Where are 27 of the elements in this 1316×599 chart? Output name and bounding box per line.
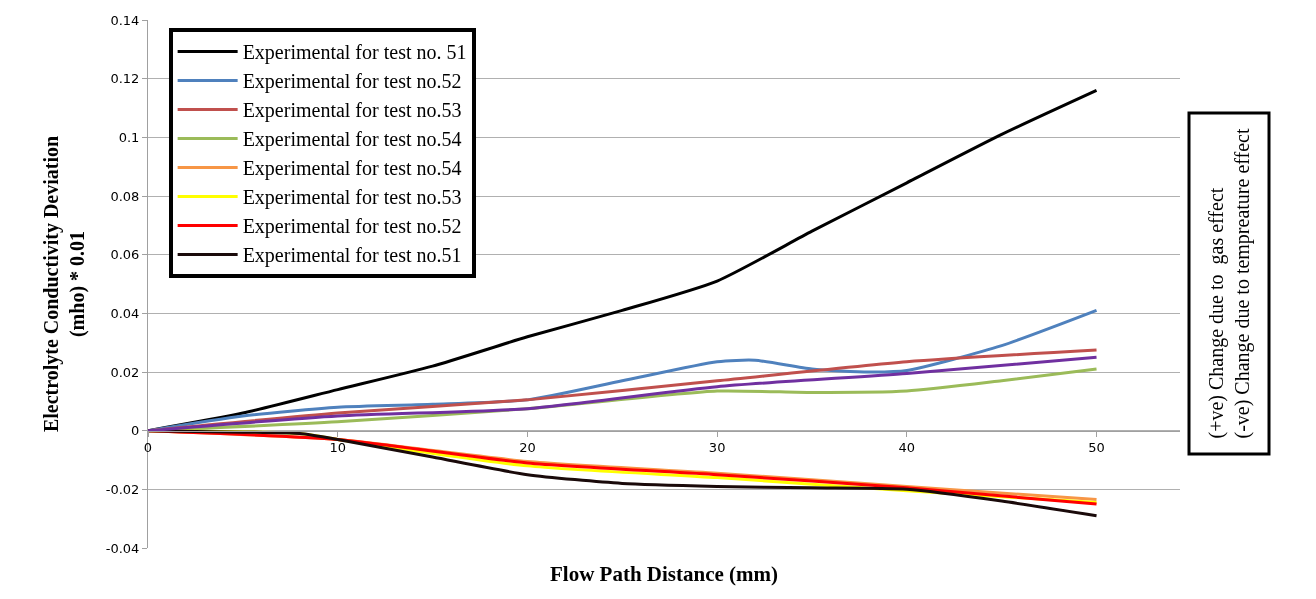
legend-label: Experimental for test no.53 <box>242 186 462 210</box>
y-tick-label: 0.02 <box>110 364 140 380</box>
y-tick-label: 0.06 <box>110 247 140 263</box>
y-tick-label: 0.04 <box>110 305 140 321</box>
legend-label: Experimental for test no.54 <box>242 157 462 181</box>
y-tick-label: 0.14 <box>110 12 140 28</box>
y-axis-title: Electrolyte Conductivity Deviation (mho) * 0.01 <box>40 135 90 433</box>
x-tick-label: 20 <box>519 440 536 456</box>
y-tick-label: -0.04 <box>105 540 140 556</box>
legend-label: Experimental for test no.52 <box>242 215 462 239</box>
x-tick-label: 30 <box>708 440 726 456</box>
x-tick-label: 0 <box>143 440 153 456</box>
x-tick-label: 40 <box>898 440 916 456</box>
y-tick-label: 0.1 <box>118 129 140 145</box>
x-axis-title: Flow Path Distance (mm) <box>550 562 779 586</box>
legend-label: Experimental for test no.51 <box>242 244 462 268</box>
legend-label: Experimental for test no.53 <box>242 99 462 123</box>
legend-label: Experimental for test no.54 <box>242 128 462 152</box>
y-tick-label: 0 <box>131 423 140 439</box>
legend-label: Experimental for test no. 51 <box>242 41 467 65</box>
y-tick-label: -0.02 <box>105 481 140 497</box>
y-tick-label: 0.12 <box>110 71 140 87</box>
text: (+ve) Change due to gas effect (-ve) Change due to tempreature effect <box>1204 128 1254 439</box>
legend-label: Experimental for test no.52 <box>242 70 462 94</box>
x-tick-label: 10 <box>329 440 346 456</box>
y-tick-label: 0.08 <box>110 188 140 204</box>
x-tick-label: 50 <box>1088 440 1105 456</box>
